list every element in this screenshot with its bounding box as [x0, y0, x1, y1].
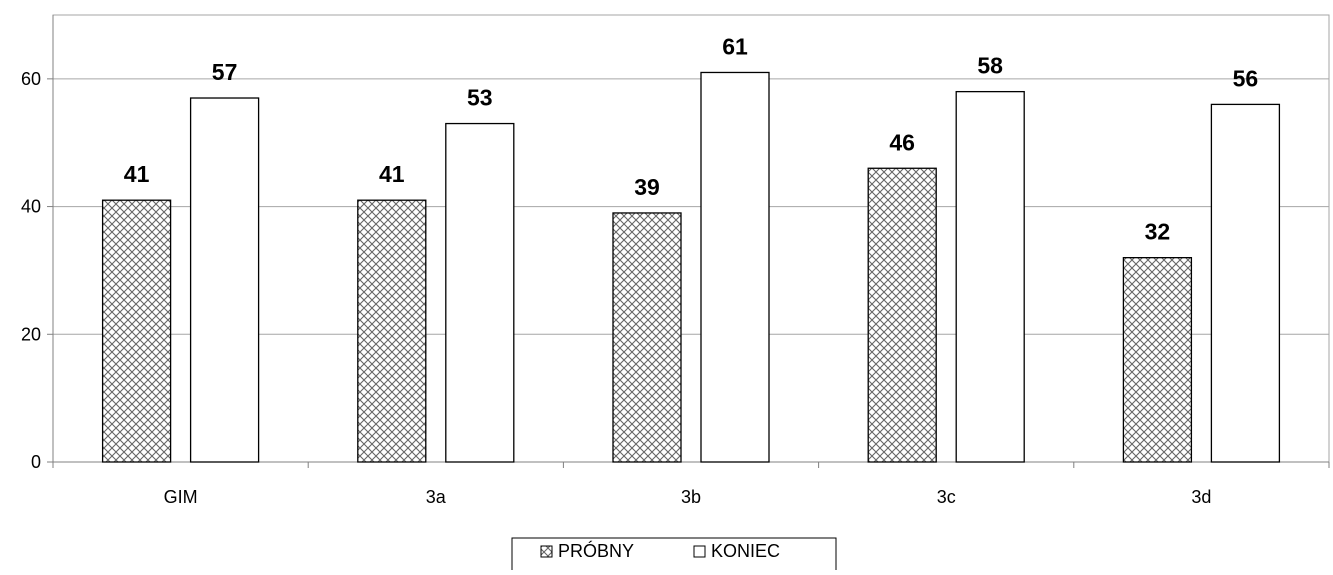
- bar-probny: [1122, 257, 1193, 463]
- data-label-probny: 41: [379, 161, 405, 187]
- axes: 0 20 40 60 GIM 3a 3b 3c 3d: [21, 15, 1330, 507]
- legend-label-probny: PRÓBNY: [558, 540, 634, 561]
- legend: PRÓBNY KONIEC: [511, 537, 837, 575]
- x-tick-label: GIM: [164, 487, 198, 507]
- legend-label-koniec: KONIEC: [711, 541, 780, 561]
- bar-koniec: [955, 90, 1025, 463]
- gridlines: [53, 78, 1329, 335]
- data-label-koniec: 53: [467, 85, 493, 111]
- data-label-probny: 32: [1145, 219, 1171, 245]
- data-label-koniec: 58: [977, 53, 1003, 79]
- bar-probny: [612, 212, 682, 463]
- x-tick-label: 3a: [426, 487, 447, 507]
- legend-swatch-probny: [540, 545, 553, 558]
- y-tick-label: 40: [21, 197, 41, 217]
- y-tick-label: 60: [21, 69, 41, 89]
- data-label-probny: 46: [889, 129, 915, 155]
- x-tick-label: 3c: [937, 487, 956, 507]
- data-labels: 41 57 41 53 39 61 46 58 32 56: [124, 33, 1258, 244]
- data-label-probny: 39: [634, 174, 660, 200]
- bar-koniec: [445, 122, 515, 463]
- bar-probny: [101, 199, 172, 463]
- bar-koniec: [189, 97, 260, 463]
- y-tick-label: 0: [31, 452, 41, 472]
- data-label-koniec: 61: [722, 33, 748, 59]
- x-tick-label: 3d: [1191, 487, 1211, 507]
- bar-koniec: [700, 71, 770, 463]
- legend-box: [511, 537, 837, 575]
- data-label-probny: 41: [124, 161, 150, 187]
- data-label-koniec: 56: [1233, 65, 1259, 91]
- data-label-koniec: 57: [212, 59, 238, 85]
- bar-probny: [867, 167, 937, 463]
- bar-koniec: [1210, 103, 1281, 463]
- bar-probny: [357, 199, 427, 463]
- bars: [101, 71, 1281, 463]
- x-tick-label: 3b: [681, 487, 701, 507]
- legend-swatch-koniec: [693, 545, 706, 558]
- y-tick-label: 20: [21, 324, 41, 344]
